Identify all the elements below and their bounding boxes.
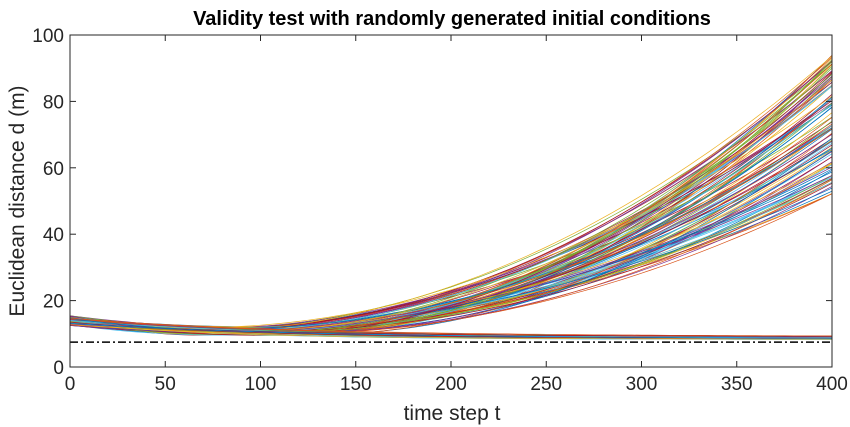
series-line [69, 98, 833, 331]
y-axis-label: Euclidean distance d (m) [6, 85, 29, 316]
series-line [69, 318, 832, 338]
y-tick-label: 60 [43, 159, 64, 180]
y-tick-label: 100 [32, 26, 64, 47]
y-tick-label: 80 [43, 92, 64, 113]
series-line [69, 107, 833, 333]
series-line [69, 106, 833, 333]
series-lines [69, 55, 833, 340]
series-line [69, 55, 833, 329]
x-tick-label: 100 [245, 374, 277, 395]
x-tick-label: 50 [155, 374, 176, 395]
series-line [69, 317, 832, 337]
x-tick-label: 0 [65, 374, 76, 395]
x-tick-label: 300 [626, 374, 658, 395]
x-tick-label: 200 [435, 374, 467, 395]
series-line [69, 322, 833, 339]
x-tick-label: 350 [721, 374, 753, 395]
series-line [69, 322, 832, 337]
series-line [69, 96, 833, 329]
y-tick-label: 0 [53, 358, 64, 379]
chart-title: Validity test with randomly generated in… [193, 8, 711, 30]
x-tick-label: 150 [340, 374, 372, 395]
series-line [69, 56, 833, 329]
series-line [69, 61, 833, 329]
y-axis-ticks: 0 20 40 60 80 100 [32, 26, 832, 379]
series-line [69, 128, 833, 332]
x-axis-ticks: 0 50 100 150 200 250 300 350 400 [65, 35, 848, 395]
y-tick-label: 20 [43, 292, 64, 313]
y-tick-label: 40 [43, 225, 64, 246]
x-tick-label: 250 [530, 374, 562, 395]
x-axis-label: time step t [404, 402, 501, 425]
series-line [69, 322, 832, 340]
x-tick-label: 400 [816, 374, 848, 395]
